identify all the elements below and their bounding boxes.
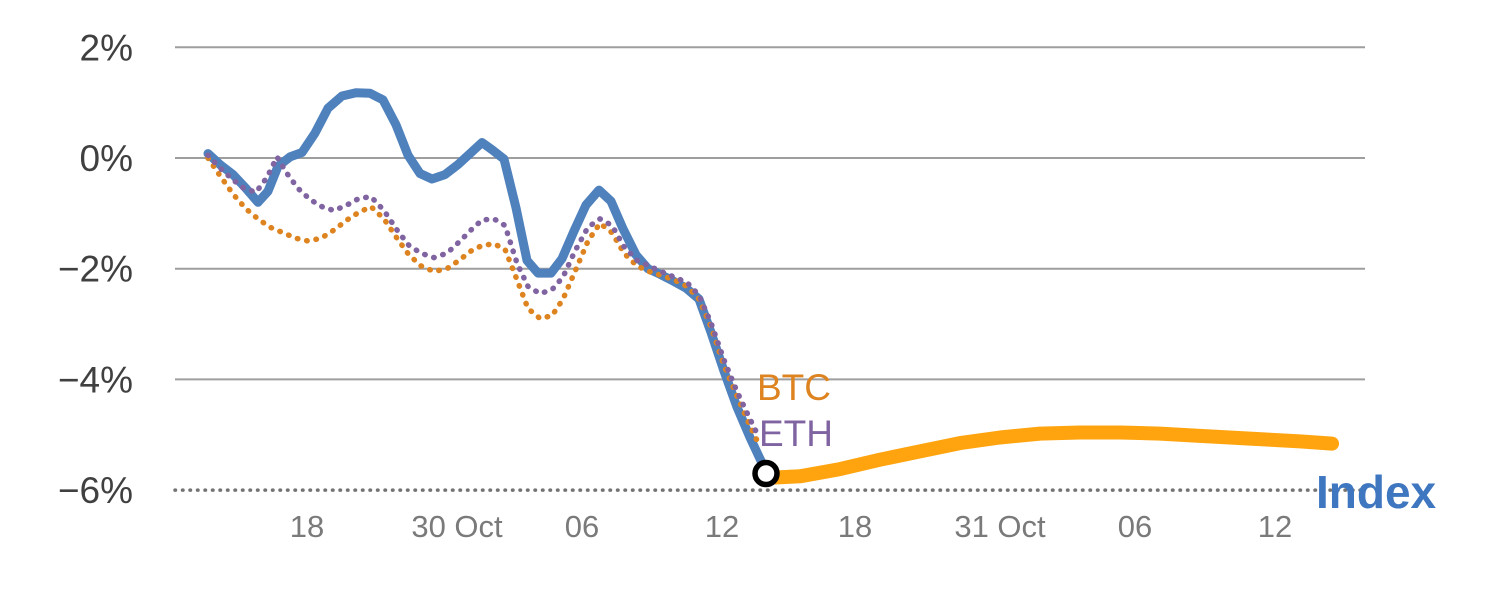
y-tick-label: 2% — [80, 27, 133, 68]
y-tick-label: −6% — [58, 470, 133, 511]
x-tick-label: 30 Oct — [411, 509, 503, 544]
eth-series-label: ETH — [759, 413, 833, 454]
x-tick-label: 18 — [838, 509, 872, 544]
index-series-label: Index — [1316, 466, 1437, 518]
y-tick-label: −4% — [58, 359, 133, 400]
btc-series-label: BTC — [757, 367, 831, 408]
series-line-btc — [205, 155, 762, 448]
x-tick-label: 06 — [565, 509, 599, 544]
y-axis-labels: 2% 0% −2% −4% −6% — [58, 27, 133, 511]
x-tick-label: 06 — [1118, 509, 1152, 544]
y-tick-label: −2% — [58, 249, 133, 290]
series-line-eth — [205, 152, 762, 441]
series-lines — [203, 88, 1339, 485]
x-tick-label: 12 — [705, 509, 739, 544]
x-axis-labels: 18 30 Oct 06 12 18 31 Oct 06 12 — [290, 509, 1292, 544]
x-tick-label: 18 — [290, 509, 324, 544]
gridlines — [173, 46, 1367, 492]
x-tick-label: 12 — [1258, 509, 1292, 544]
x-tick-label: 31 Oct — [954, 509, 1046, 544]
series-line-index-forecast — [761, 425, 1339, 485]
event-marker — [752, 459, 780, 488]
series-line-index — [203, 88, 773, 477]
y-tick-label: 0% — [80, 138, 133, 179]
